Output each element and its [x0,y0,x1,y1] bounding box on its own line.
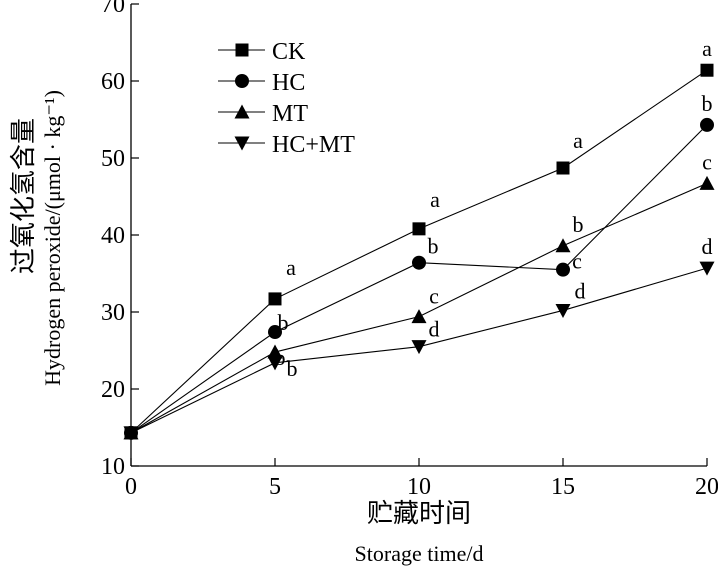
data-point [412,222,426,236]
series-group: aaaabbcbbcbcbddd [123,36,715,441]
data-point [267,344,283,359]
y-tick-label: 30 [101,300,125,326]
y-tick-label: 20 [101,377,125,403]
data-point [412,255,426,270]
legend-marker [235,74,249,88]
significance-label: b [573,212,584,237]
data-point [411,309,427,324]
significance-label: a [430,187,440,212]
significance-label: b [428,234,439,259]
legend: CK HC MT HC+MT [218,39,355,158]
data-point [555,303,571,318]
legend-label: CK [272,39,306,65]
legend-item: HC [218,70,305,96]
significance-label: d [575,278,586,303]
series-hc-mt: b d d d [123,234,715,441]
significance-label: c [702,149,712,174]
significance-label: c [429,284,439,309]
legend-label: MT [272,101,308,127]
data-point [700,63,714,77]
series-line [130,124,708,434]
y-tick-label: 60 [101,69,125,95]
series-ck: a a a a [124,36,714,440]
significance-label: b [702,91,713,116]
legend-marker [234,136,250,151]
legend-item: HC+MT [218,132,355,158]
axes: 0 5 10 15 20 10 20 30 40 50 60 70 [101,0,718,500]
y-tick-label: 40 [101,223,125,249]
x-tick-label: 20 [695,474,718,500]
significance-label: d [429,317,440,342]
significance-label: a [702,36,712,61]
y-axis-label-cn: 过氧化氢含量 [9,118,38,274]
series-line [130,182,708,434]
series-line [130,69,708,434]
y-axis-label: Hydrogen peroxide/(μmol · kg⁻¹) [40,90,65,386]
significance-label: b [287,356,298,381]
data-point [411,340,427,355]
data-point [700,117,714,132]
data-point [268,292,282,306]
significance-label: b [278,310,289,335]
y-tick-label: 10 [101,454,125,480]
y-tick-label: 50 [101,146,125,172]
x-axis-label: Storage time/d [355,541,484,566]
x-tick-label: 10 [407,474,431,500]
legend-label: HC [272,70,305,96]
legend-marker [234,104,250,119]
x-axis-label-cn: 贮藏时间 [367,499,471,528]
significance-label: d [702,234,713,259]
significance-label: a [286,255,296,280]
data-point [555,238,571,253]
data-point [556,161,570,175]
legend-label: HC+MT [272,132,355,158]
legend-item: CK [218,39,306,65]
data-point [123,426,139,441]
x-tick-label: 5 [269,474,281,500]
significance-label: a [573,128,583,153]
data-point [556,262,570,277]
legend-item: MT [218,101,308,127]
data-point [267,356,283,371]
data-point [699,175,715,190]
data-point [268,325,282,340]
y-tick-label: 70 [101,0,125,18]
legend-marker [235,43,249,57]
data-point [699,261,715,276]
x-tick-label: 0 [125,474,137,500]
x-tick-label: 15 [551,474,575,500]
significance-label: c [572,249,582,274]
